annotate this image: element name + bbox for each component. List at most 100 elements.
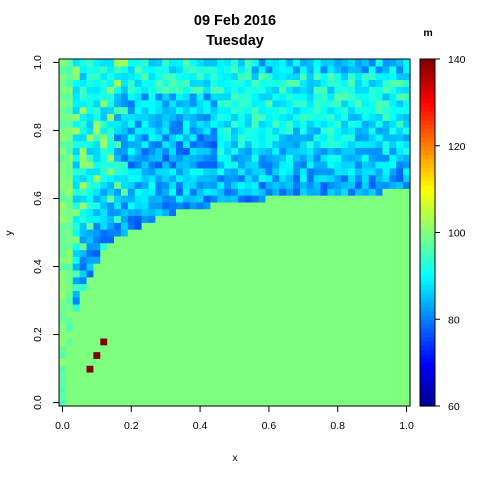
colorbar-segment xyxy=(420,254,435,260)
heatmap-cell xyxy=(382,120,390,128)
heatmap-cell xyxy=(189,303,198,312)
heatmap-cell xyxy=(334,378,342,387)
heatmap-cell xyxy=(237,337,246,346)
heatmap-cell xyxy=(169,317,177,325)
heatmap-cell xyxy=(286,385,294,393)
heatmap-cell xyxy=(189,344,198,353)
heatmap-cell xyxy=(341,93,349,101)
heatmap-cell xyxy=(65,93,74,101)
heatmap-cell xyxy=(293,358,301,366)
heatmap-cell xyxy=(382,222,390,230)
heatmap-cell xyxy=(306,188,315,196)
heatmap-cell xyxy=(169,99,177,108)
heatmap-cell xyxy=(224,297,232,305)
heatmap-cell xyxy=(293,392,301,400)
colorbar-segment xyxy=(420,106,435,112)
heatmap-cell xyxy=(244,215,253,223)
heatmap-cell xyxy=(210,344,218,353)
heatmap-cell xyxy=(396,371,404,380)
heatmap-cell xyxy=(162,249,170,257)
heatmap-cell xyxy=(306,351,315,359)
heatmap-cell xyxy=(320,358,329,366)
heatmap-cell xyxy=(141,399,150,407)
heatmap-cell xyxy=(272,215,280,223)
heatmap-cell xyxy=(141,263,150,271)
heatmap-cell xyxy=(134,208,143,217)
heatmap-cell xyxy=(210,188,218,196)
heatmap-cell xyxy=(196,385,205,393)
heatmap-cell xyxy=(189,93,198,101)
heatmap-cell xyxy=(327,113,335,121)
heatmap-cell xyxy=(176,201,184,210)
heatmap-cell xyxy=(196,201,205,210)
heatmap-cell xyxy=(224,229,232,237)
heatmap-cell xyxy=(72,303,81,312)
heatmap-cell xyxy=(389,59,397,67)
heatmap-cell xyxy=(354,235,363,244)
heatmap-cell xyxy=(182,249,191,257)
heatmap-cell xyxy=(341,79,349,87)
heatmap-cell xyxy=(72,358,81,366)
heatmap-cell xyxy=(244,167,253,176)
heatmap-cell xyxy=(79,72,88,81)
heatmap-cell xyxy=(396,297,404,305)
heatmap-cell xyxy=(272,195,280,203)
heatmap-cell xyxy=(265,201,273,210)
heatmap-cell xyxy=(169,303,177,312)
heatmap-cell xyxy=(348,378,356,387)
heatmap-cell xyxy=(348,371,356,380)
heatmap-cell xyxy=(134,276,143,285)
heatmap-cell xyxy=(114,79,122,87)
heatmap-cell xyxy=(244,269,253,278)
heatmap-cell xyxy=(72,269,81,278)
heatmap-cell xyxy=(224,317,232,325)
heatmap-cell xyxy=(286,378,294,387)
heatmap-cell xyxy=(189,297,198,305)
heatmap-cell xyxy=(120,147,129,155)
heatmap-cell xyxy=(196,269,205,278)
heatmap-cell xyxy=(237,181,246,189)
heatmap-cell xyxy=(313,276,322,285)
heatmap-cell xyxy=(100,106,108,115)
heatmap-cell xyxy=(169,195,177,203)
heatmap-cell xyxy=(93,263,101,271)
heatmap-cell xyxy=(327,303,335,312)
heatmap-cell xyxy=(286,235,294,244)
heatmap-cell xyxy=(251,365,260,373)
heatmap-cell xyxy=(189,147,198,155)
heatmap-cell xyxy=(279,276,287,285)
heatmap-cell xyxy=(265,371,273,380)
heatmap-cell xyxy=(286,106,294,115)
heatmap-cell xyxy=(59,161,67,169)
heatmap-cell xyxy=(403,154,411,162)
heatmap-cell xyxy=(279,269,287,278)
heatmap-cell xyxy=(258,392,267,400)
heatmap-cell xyxy=(189,86,198,94)
heatmap-cell xyxy=(79,174,88,183)
heatmap-cell xyxy=(114,229,122,237)
heatmap-cell xyxy=(320,276,329,285)
heatmap-cell xyxy=(354,65,363,74)
heatmap-cell xyxy=(237,86,246,94)
heatmap-cell xyxy=(155,276,163,285)
heatmap-cell xyxy=(148,120,156,128)
heatmap-cell xyxy=(217,161,225,169)
heatmap-cell xyxy=(134,188,143,196)
heatmap-cell xyxy=(155,371,163,380)
heatmap-cell xyxy=(354,269,363,278)
heatmap-cell xyxy=(313,127,322,135)
heatmap-cell xyxy=(306,113,315,121)
colorbar-segment xyxy=(420,301,435,307)
heatmap-cell xyxy=(86,324,95,332)
colorbar-segment xyxy=(420,197,435,203)
heatmap-cell xyxy=(396,208,404,217)
heatmap-cell xyxy=(237,399,246,407)
heatmap-cell xyxy=(224,167,232,176)
heatmap-cell xyxy=(382,188,390,196)
heatmap-cell xyxy=(231,161,239,169)
heatmap-cell xyxy=(334,147,342,155)
heatmap-cell xyxy=(127,65,136,74)
heatmap-cell xyxy=(100,317,108,325)
heatmap-cell xyxy=(244,290,253,298)
heatmap-cell xyxy=(348,351,356,359)
